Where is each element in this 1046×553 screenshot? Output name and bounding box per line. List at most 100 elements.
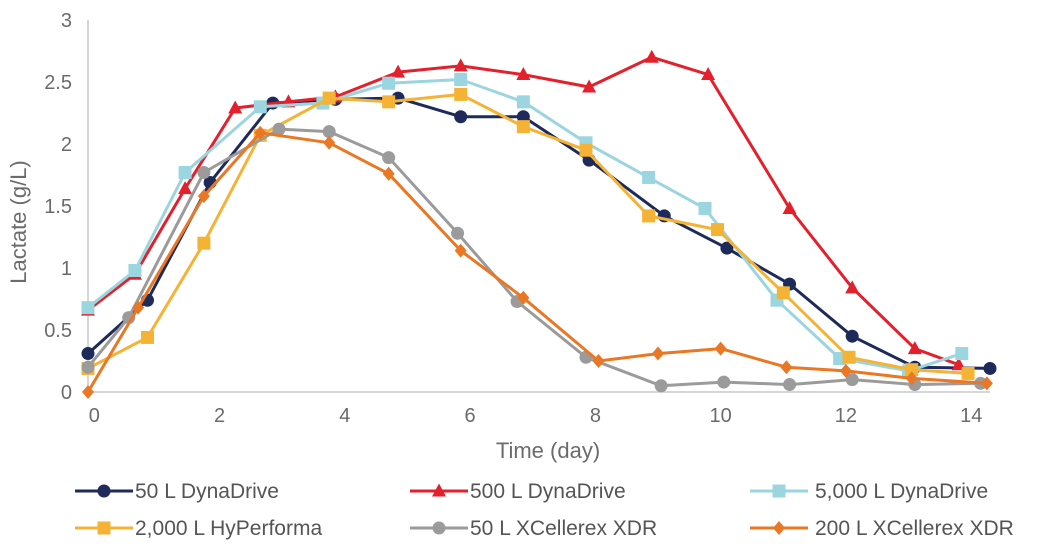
x-tick-label: 4: [339, 405, 350, 427]
x-tick-label: 8: [590, 405, 601, 427]
legend-marker: [97, 484, 111, 498]
y-tick-label: 1.5: [44, 196, 72, 218]
legend-label: 50 L DynaDrive: [135, 480, 279, 503]
data-point: [907, 341, 922, 355]
x-tick-label: 2: [214, 405, 225, 427]
data-point: [905, 371, 918, 386]
data-point: [842, 350, 856, 364]
data-point: [81, 360, 95, 374]
x-axis-label: Time (day): [496, 438, 600, 463]
legend-label: 50 L XCellerex XDR: [470, 517, 657, 540]
data-point: [714, 341, 727, 356]
data-point: [642, 170, 656, 184]
data-point: [644, 49, 659, 63]
data-point: [582, 79, 597, 93]
data-point: [454, 73, 468, 87]
data-point: [82, 385, 94, 399]
data-point: [454, 110, 468, 124]
x-tick-label: 12: [835, 405, 857, 427]
data-point: [717, 375, 731, 389]
legend-marker: [432, 483, 446, 497]
data-point: [654, 379, 668, 393]
data-point: [323, 135, 336, 150]
data-point: [961, 366, 975, 380]
series-line: [87, 55, 960, 367]
data-point: [451, 226, 465, 240]
data-point: [382, 95, 396, 109]
data-point: [782, 200, 797, 214]
data-point: [132, 300, 145, 315]
y-tick-label: 1: [61, 258, 72, 280]
data-point: [983, 361, 997, 375]
y-tick-label: 3: [61, 10, 72, 32]
series-group: [81, 49, 997, 399]
data-point: [845, 280, 860, 294]
series-line: [87, 92, 969, 375]
y-axis-label: Lactate (g/L): [6, 160, 31, 284]
x-tick-label: 0: [89, 405, 100, 427]
data-point: [711, 223, 725, 237]
data-point: [197, 189, 210, 204]
data-point: [228, 100, 243, 114]
legend-label: 500 L DynaDrive: [470, 480, 626, 503]
data-point: [652, 346, 665, 361]
legend: 50 L DynaDrive 500 L DynaDrive 5,000 L Dyn…: [75, 480, 1014, 540]
data-point: [382, 151, 396, 165]
data-point: [453, 58, 468, 72]
data-point: [81, 347, 95, 361]
data-point: [516, 110, 530, 124]
data-point: [845, 329, 859, 343]
legend-label: 2,000 L HyPerforma: [135, 517, 322, 540]
data-point: [454, 87, 468, 101]
x-tick-label: 10: [710, 405, 732, 427]
data-point: [845, 373, 859, 387]
y-tick-label: 2.5: [44, 72, 72, 94]
data-point: [178, 181, 193, 195]
legend-item: 50 L DynaDrive: [75, 480, 279, 503]
legend-label: 5,000 L DynaDrive: [815, 480, 988, 503]
x-tick-label: 6: [465, 405, 476, 427]
legend-marker: [97, 521, 111, 535]
legend-item: 200 L XCellerex XDR: [750, 517, 1014, 540]
data-point: [322, 91, 336, 105]
data-point: [592, 354, 605, 368]
data-point: [128, 263, 142, 277]
data-point: [783, 378, 797, 392]
data-point: [382, 166, 395, 181]
series-6: [82, 125, 993, 399]
data-point: [391, 64, 406, 78]
data-point: [642, 209, 656, 223]
data-point: [81, 301, 95, 315]
y-tick-label: 0.5: [44, 320, 72, 342]
data-point: [516, 95, 530, 109]
x-tick-labels: 0 2 4 6 8 10 12 14: [89, 405, 983, 427]
data-point: [516, 120, 530, 134]
data-point: [178, 166, 192, 180]
data-point: [516, 67, 531, 81]
data-point: [780, 360, 793, 375]
data-point: [701, 67, 716, 81]
legend-item: 500 L DynaDrive: [410, 480, 626, 503]
data-point: [720, 241, 734, 255]
data-point: [197, 166, 211, 180]
data-point: [980, 376, 993, 391]
data-point: [254, 125, 267, 140]
legend-label: 200 L XCellerex XDR: [815, 517, 1014, 540]
legend-marker: [432, 521, 446, 535]
data-point: [579, 143, 593, 157]
data-point: [517, 290, 530, 305]
data-point: [197, 236, 211, 250]
y-tick-label: 0: [61, 382, 72, 404]
y-tick-label: 2: [61, 134, 72, 156]
legend-item: 50 L XCellerex XDR: [410, 517, 657, 540]
legend-marker: [772, 484, 786, 498]
data-point: [141, 330, 155, 344]
data-point: [454, 243, 467, 258]
x-tick-label: 14: [960, 405, 982, 427]
data-point: [272, 122, 286, 136]
data-point: [839, 363, 852, 378]
data-point: [322, 125, 336, 139]
data-point: [253, 100, 267, 114]
y-tick-labels: 0 0.5 1 1.5 2 2.5 3: [44, 10, 72, 404]
